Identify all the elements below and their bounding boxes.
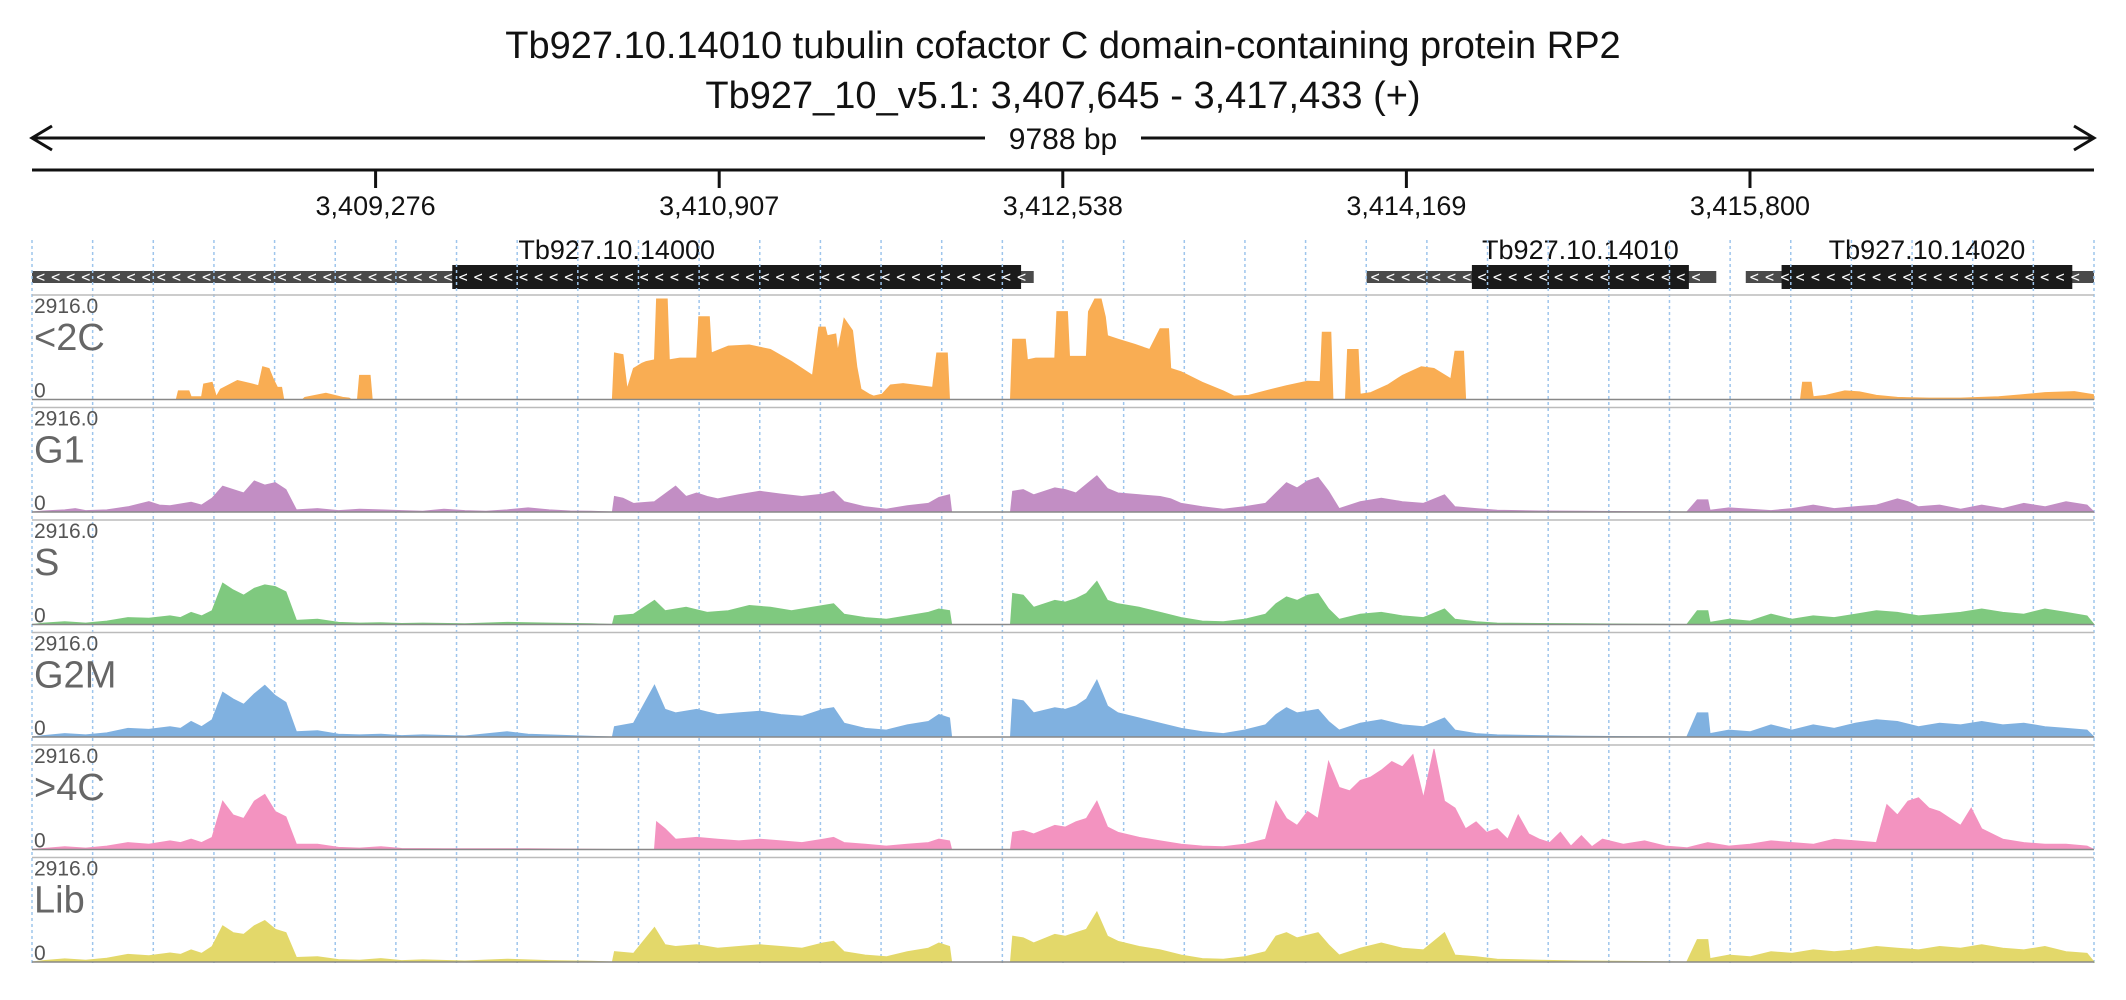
track-name: Lib	[34, 880, 85, 922]
track-max-label: 2916.0	[34, 408, 98, 431]
gene-cds	[452, 265, 1022, 289]
x-tick-label: 3,409,276	[316, 191, 436, 221]
track-min-label: 0	[34, 380, 46, 403]
gene-model: <<<<<<<<<<<<<<<<<<<<<<<<<<<<<<<<<<<<<<<<…	[32, 235, 1034, 289]
coordinate-axis: 3,409,276 3,410,907 3,412,538 3,414,169 3,41…	[32, 168, 2094, 221]
track-min-label: 0	[34, 605, 46, 628]
span-arrow: 9788 bp	[29, 123, 2097, 156]
track-name: <2C	[34, 317, 105, 359]
coverage-track: 2916.0>4C 0	[31, 744, 2095, 853]
track-name: G1	[34, 430, 85, 472]
gene-model: <<<<<<<<<<<<<<<<<<<<<<Tb927.10.14010	[1366, 235, 1717, 289]
x-tick-label: 3,410,907	[659, 191, 779, 221]
x-tick-label: 3,415,800	[1690, 191, 1810, 221]
track-max-label: 2916.0	[34, 633, 98, 656]
x-tick-label: 3,412,538	[1003, 191, 1123, 221]
track-name: S	[34, 542, 59, 584]
coverage-track: 2916.0G1 0	[31, 406, 2096, 515]
gene-label: Tb927.10.14020	[1829, 235, 2026, 265]
coordinate-ticks: 3,409,276 3,410,907 3,412,538 3,414,169 3,41…	[316, 170, 1810, 221]
coverage-tracks: 2916.0<2C02916.0G102916.0S02916.0G2M0291…	[31, 294, 2096, 965]
track-min-label: 0	[34, 717, 46, 740]
track-min-label: 0	[34, 830, 46, 853]
coverage-area	[31, 748, 2095, 850]
track-max-label: 2916.0	[34, 858, 98, 881]
coverage-area	[31, 580, 2096, 626]
x-tick-label: 3,414,169	[1346, 191, 1466, 221]
gene-label: Tb927.10.14010	[1482, 235, 1679, 265]
track-min-label: 0	[34, 942, 46, 965]
span-length-label: 9788 bp	[1009, 123, 1117, 156]
gene-cds	[1471, 265, 1689, 289]
chart-title: Tb927.10.14010 tubulin cofactor C domain…	[505, 25, 1620, 67]
coverage-track: 2916.0S 0	[31, 519, 2096, 628]
gene-label: Tb927.10.14000	[518, 235, 715, 265]
gene-cds	[1781, 265, 2073, 289]
track-name: G2M	[34, 655, 116, 697]
track-min-label: 0	[34, 492, 46, 515]
span-arrow-right-head	[2073, 124, 2097, 152]
coverage-area	[31, 910, 2096, 963]
coverage-area	[31, 678, 2096, 738]
coverage-track: 2916.0<2C 0	[32, 294, 2095, 403]
gene-track: <<<<<<<<<<<<<<<<<<<<<<<<<<<<<<<<<<<<<<<<…	[32, 235, 2094, 289]
coverage-area	[31, 475, 2096, 513]
track-name: >4C	[34, 767, 105, 809]
chart-subtitle: Tb927_10_v5.1: 3,407,645 - 3,417,433 (+)	[705, 75, 1420, 117]
gene-model: <<<<<<<<<<<<<<<<<<<<<<Tb927.10.14020	[1745, 235, 2094, 289]
coverage-area	[32, 298, 2095, 400]
track-max-label: 2916.0	[34, 295, 98, 318]
track-max-label: 2916.0	[34, 745, 98, 768]
track-max-label: 2916.0	[34, 520, 98, 543]
span-arrow-left-head	[29, 124, 53, 152]
